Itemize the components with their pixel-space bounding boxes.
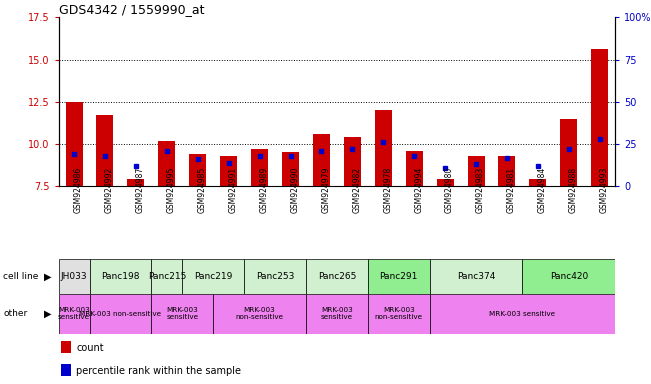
- Bar: [591, 50, 608, 186]
- Bar: [306, 294, 368, 334]
- Text: MRK-003
sensitive: MRK-003 sensitive: [166, 308, 199, 320]
- Text: cell line: cell line: [3, 272, 38, 281]
- Text: GSM924983: GSM924983: [476, 167, 485, 213]
- Text: Panc374: Panc374: [457, 272, 495, 281]
- Text: MRK-003 sensitive: MRK-003 sensitive: [490, 311, 555, 317]
- Text: GSM924991: GSM924991: [229, 167, 238, 213]
- Text: JH033: JH033: [61, 272, 87, 281]
- Bar: [158, 141, 175, 186]
- Text: MRK-003
non-sensitive: MRK-003 non-sensitive: [236, 308, 284, 320]
- Text: Panc219: Panc219: [194, 272, 232, 281]
- Bar: [406, 151, 422, 186]
- Text: Panc420: Panc420: [549, 272, 588, 281]
- Bar: [313, 134, 330, 186]
- Text: Panc198: Panc198: [101, 272, 140, 281]
- Text: Panc291: Panc291: [380, 272, 418, 281]
- Bar: [430, 294, 615, 334]
- Text: GSM924993: GSM924993: [600, 167, 609, 213]
- Text: MRK-003
sensitive: MRK-003 sensitive: [58, 308, 90, 320]
- Bar: [499, 156, 516, 186]
- Text: Panc253: Panc253: [256, 272, 294, 281]
- Bar: [213, 294, 306, 334]
- Text: GSM924980: GSM924980: [445, 167, 454, 213]
- Bar: [96, 115, 113, 186]
- Text: other: other: [3, 310, 27, 318]
- Text: GSM924981: GSM924981: [507, 167, 516, 213]
- Text: GSM924986: GSM924986: [74, 167, 83, 213]
- Bar: [61, 341, 72, 353]
- Text: GSM924985: GSM924985: [198, 167, 207, 213]
- Text: GSM924987: GSM924987: [136, 167, 145, 213]
- Text: Panc215: Panc215: [148, 272, 186, 281]
- Bar: [128, 179, 145, 186]
- Text: GDS4342 / 1559990_at: GDS4342 / 1559990_at: [59, 3, 204, 16]
- Text: GSM924988: GSM924988: [569, 167, 578, 213]
- Bar: [467, 156, 484, 186]
- Bar: [89, 294, 151, 334]
- Text: MRK-003
non-sensitive: MRK-003 non-sensitive: [375, 308, 422, 320]
- Bar: [61, 364, 72, 376]
- Text: GSM924979: GSM924979: [322, 167, 331, 213]
- Bar: [89, 259, 151, 294]
- Text: count: count: [76, 343, 104, 353]
- Bar: [368, 259, 430, 294]
- Bar: [66, 102, 83, 186]
- Bar: [251, 149, 268, 186]
- Bar: [368, 294, 430, 334]
- Text: GSM924995: GSM924995: [167, 167, 176, 213]
- Text: GSM924989: GSM924989: [260, 167, 269, 213]
- Text: MRK-003 non-sensitive: MRK-003 non-sensitive: [79, 311, 161, 317]
- Bar: [59, 294, 89, 334]
- Bar: [282, 152, 299, 186]
- Text: percentile rank within the sample: percentile rank within the sample: [76, 366, 242, 376]
- Text: GSM924982: GSM924982: [352, 167, 361, 213]
- Text: MRK-003
sensitive: MRK-003 sensitive: [321, 308, 353, 320]
- Bar: [59, 259, 89, 294]
- Text: GSM924990: GSM924990: [290, 167, 299, 213]
- Text: GSM924992: GSM924992: [105, 167, 114, 213]
- Bar: [182, 259, 244, 294]
- Text: GSM924984: GSM924984: [538, 167, 547, 213]
- Bar: [244, 259, 306, 294]
- Text: GSM924978: GSM924978: [383, 167, 393, 213]
- Text: Panc265: Panc265: [318, 272, 356, 281]
- Bar: [151, 294, 213, 334]
- Bar: [529, 179, 546, 186]
- Bar: [430, 259, 522, 294]
- Bar: [306, 259, 368, 294]
- Text: ▶: ▶: [44, 271, 52, 281]
- Bar: [522, 259, 615, 294]
- Text: GSM924994: GSM924994: [414, 167, 423, 213]
- Bar: [437, 179, 454, 186]
- Bar: [375, 110, 392, 186]
- Bar: [344, 137, 361, 186]
- Text: ▶: ▶: [44, 309, 52, 319]
- Bar: [220, 156, 237, 186]
- Bar: [151, 259, 182, 294]
- Bar: [561, 119, 577, 186]
- Bar: [189, 154, 206, 186]
